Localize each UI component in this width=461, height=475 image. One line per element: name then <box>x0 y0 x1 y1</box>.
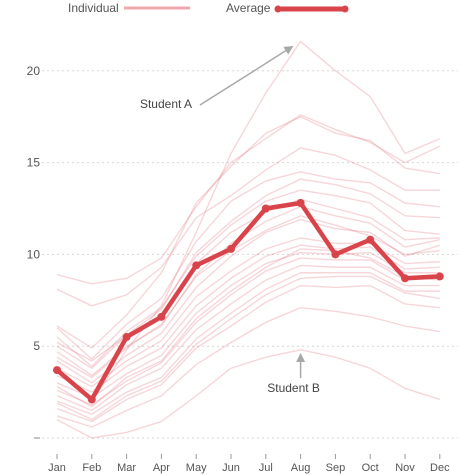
y-tick-label: 5 <box>33 339 40 353</box>
individual-line <box>56 147 440 307</box>
individual-line <box>56 272 440 415</box>
legend-label-individual: Individual <box>68 1 119 15</box>
individual-line <box>56 306 440 428</box>
average-point <box>331 250 340 259</box>
average-line <box>54 200 443 402</box>
individual-line <box>56 244 440 393</box>
legend-label-average: Average <box>226 1 271 15</box>
x-tick-label: Aug <box>291 462 311 474</box>
average-point <box>122 333 131 342</box>
average-point <box>435 272 444 281</box>
individual-line <box>56 215 440 379</box>
annotation-student-b: Student B <box>267 381 320 395</box>
average-point <box>261 204 270 213</box>
individual-line <box>56 198 440 369</box>
average-point <box>157 312 166 321</box>
y-tick-label: 15 <box>27 156 41 170</box>
average-point <box>192 261 201 270</box>
individual-line <box>56 178 440 362</box>
average-point <box>366 235 375 244</box>
individual-line <box>56 251 440 399</box>
annotation-student-a: Student A <box>140 97 192 111</box>
individual-line <box>56 115 440 349</box>
gridlines <box>42 70 458 439</box>
x-tick-label: Oct <box>362 462 379 474</box>
x-tick-label: Nov <box>395 462 415 474</box>
y-tick-label: 20 <box>27 64 41 78</box>
x-tick-label: May <box>186 462 207 474</box>
x-tick-label: Apr <box>153 462 170 474</box>
x-tick-label: Jul <box>259 462 273 474</box>
legend: Individual Average <box>68 1 349 15</box>
x-tick-label: Feb <box>82 462 101 474</box>
annotations: Student A Student B <box>140 45 320 395</box>
x-tick-label: Dec <box>430 462 450 474</box>
average-point <box>227 244 235 253</box>
annotation-arrow-student-a <box>199 45 294 106</box>
y-axis: 5 10 15 20 <box>27 64 41 439</box>
individual-line <box>56 257 440 406</box>
x-tick-label: Sep <box>326 462 346 474</box>
individual-line <box>56 264 440 412</box>
x-axis: Jan Feb Mar Apr May Jun Jul Aug Sep Oct Nov Dec <box>48 454 450 474</box>
individual-line <box>56 114 441 285</box>
average-series <box>53 198 444 404</box>
x-tick-label: Jan <box>48 462 66 474</box>
individual-series <box>56 40 441 439</box>
legend-swatch-average-marker <box>274 5 282 13</box>
average-point <box>401 274 409 283</box>
y-tick-label: 10 <box>27 247 41 261</box>
individual-line <box>56 275 440 421</box>
x-tick-label: Jun <box>222 462 240 474</box>
individual-line <box>56 171 440 360</box>
average-point <box>296 198 305 207</box>
individual-line <box>56 284 440 423</box>
individual-line <box>56 40 441 402</box>
individual-line <box>56 189 440 368</box>
x-tick-label: Mar <box>117 462 136 474</box>
individual-line <box>56 349 441 439</box>
average-point <box>87 395 96 404</box>
legend-swatch-average-marker <box>341 5 349 13</box>
individual-line <box>56 218 441 384</box>
average-point <box>53 366 61 375</box>
individual-line <box>56 248 440 408</box>
